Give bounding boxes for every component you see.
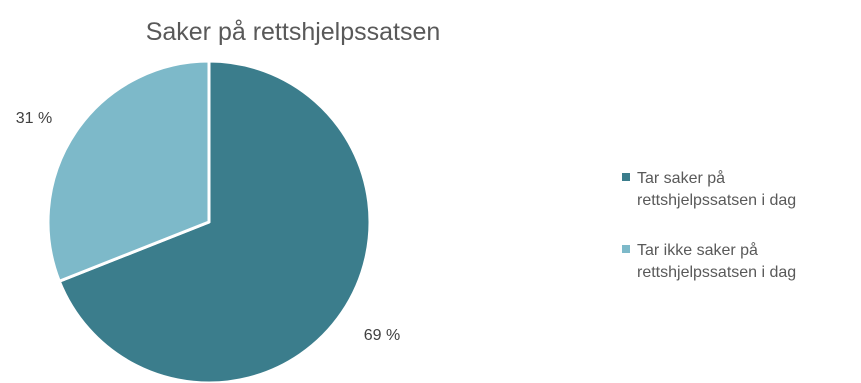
pie-slice-2 xyxy=(46,59,211,283)
legend-label-1: Tar saker på rettshjelpssatsen i dag xyxy=(637,169,796,209)
legend-label-2: Tar ikke saker på rettshjelpssatsen i dag xyxy=(637,241,796,281)
legend-swatch-2 xyxy=(622,245,630,253)
pie-data-labels: 69 % 31 % xyxy=(16,110,400,344)
data-label-1: 69 % xyxy=(364,327,400,344)
pie-slices xyxy=(46,59,372,383)
pie-slice-1 xyxy=(57,59,372,383)
data-label-2: 31 % xyxy=(16,110,52,127)
chart-title: Saker på rettshjelpssatsen xyxy=(146,18,441,46)
legend-item-1: Tar saker på rettshjelpssatsen i dag xyxy=(622,169,796,209)
legend-item-2: Tar ikke saker på rettshjelpssatsen i dag xyxy=(622,241,796,281)
legend-swatch-1 xyxy=(622,173,630,181)
legend: Tar saker på rettshjelpssatsen i dag Tar i… xyxy=(622,169,796,281)
